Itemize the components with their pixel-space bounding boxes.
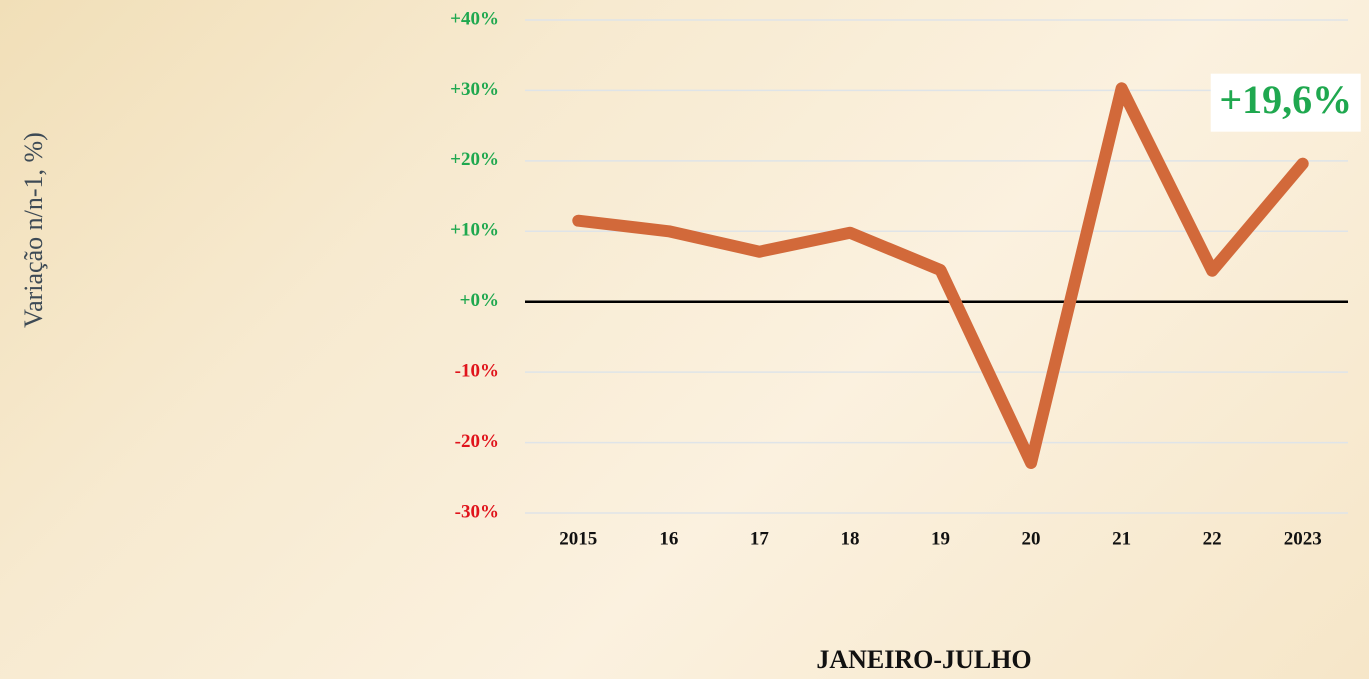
y-tick-label: -20%: [455, 431, 499, 452]
data-label-group: +19,6%: [1211, 74, 1361, 132]
y-tick-label: +30%: [450, 79, 499, 100]
x-tick-label: 2023: [1284, 528, 1322, 549]
y-tick-label: +40%: [450, 8, 499, 29]
y-tick-label: +10%: [450, 220, 499, 241]
x-axis-label: JANEIRO-JULHO: [816, 645, 1031, 674]
x-tick-label: 18: [840, 528, 859, 549]
y-tick-label: +20%: [450, 149, 499, 170]
data-label: +19,6%: [1219, 77, 1352, 122]
chart: Variação n/n-1, %) JANEIRO-JULHO -30% -20…: [0, 0, 1369, 679]
x-tick-label: 2015: [559, 528, 597, 549]
x-tick-label: 16: [659, 528, 678, 549]
y-tick-label: +0%: [460, 290, 499, 311]
y-axis-label: Variação n/n-1, %): [19, 132, 48, 328]
x-tick-label: 19: [931, 528, 950, 549]
x-tick-label: 17: [750, 528, 770, 549]
y-tick-label: -10%: [455, 361, 499, 382]
y-tick-label: -30%: [455, 501, 499, 522]
x-tick-label: 22: [1203, 528, 1222, 549]
x-tick-label: 21: [1112, 528, 1131, 549]
data-line: [578, 88, 1302, 463]
x-tick-label: 20: [1022, 528, 1041, 549]
